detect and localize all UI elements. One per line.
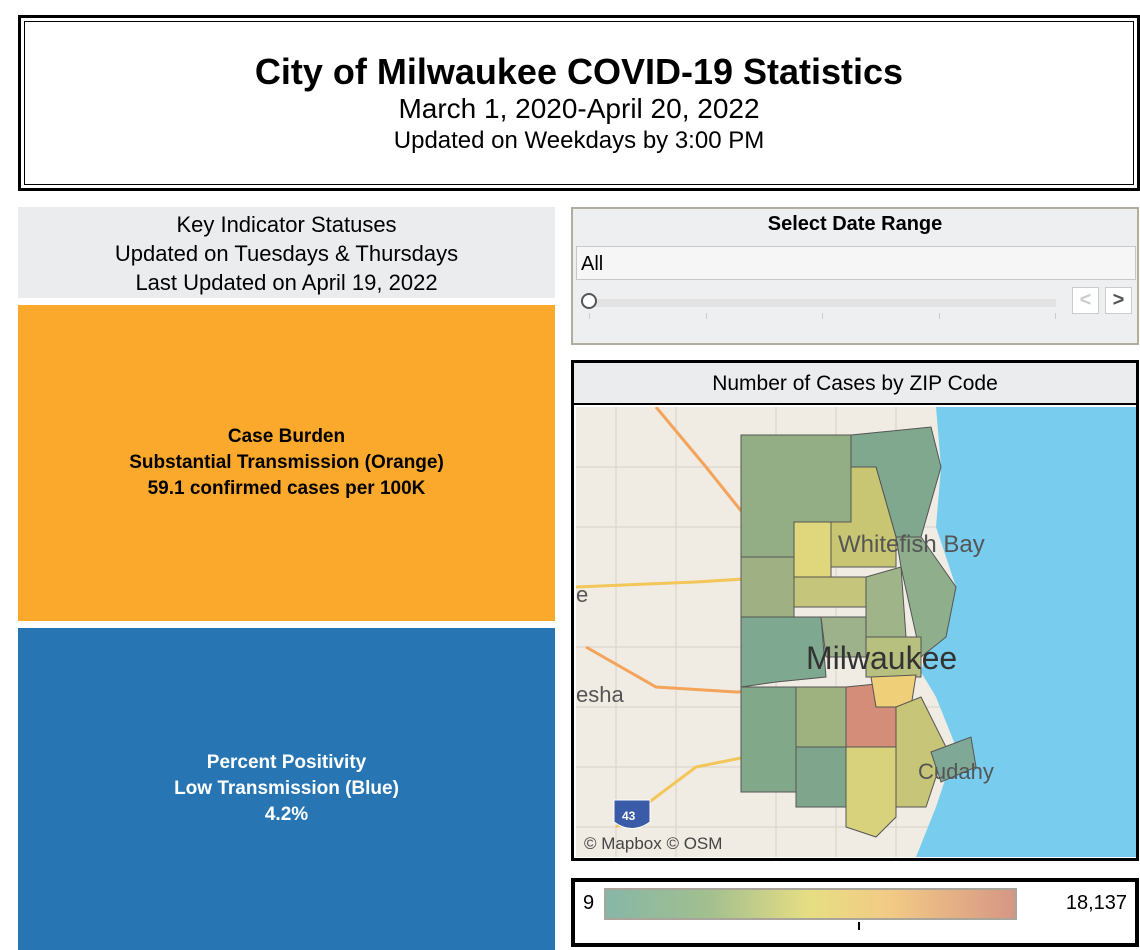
highway (654, 407, 748, 518)
map-label-waukesha: esha (576, 682, 624, 707)
page-title: City of Milwaukee COVID-19 Statistics (254, 51, 904, 92)
legend-min: 9 (583, 892, 595, 914)
map-label-cudahy: Cudahy (918, 759, 994, 784)
zip-area[interactable] (740, 556, 795, 618)
zip-code-map-panel: Number of Cases by ZIP Code Whitefish Ba… (571, 360, 1139, 861)
dashboard-header: City of Milwaukee COVID-19 Statistics Ma… (18, 15, 1140, 191)
zip-area[interactable] (740, 616, 827, 688)
zip-area[interactable] (930, 736, 977, 783)
key-indicator-title: Key Indicator Statuses (176, 212, 397, 237)
zip-area[interactable] (865, 566, 907, 638)
map-label-partial: e (576, 582, 588, 607)
zip-area[interactable] (795, 746, 847, 808)
percent-positivity-value: 4.2% (264, 804, 309, 825)
date-slider-thumb[interactable] (581, 293, 597, 309)
slider-tick (822, 313, 823, 319)
map-label-milwaukee: Milwaukee (806, 640, 957, 676)
zip-polygons (740, 426, 977, 838)
zip-area[interactable] (795, 686, 847, 748)
slider-tick (939, 313, 940, 319)
key-indicator-last-updated: Last Updated on April 19, 2022 (135, 270, 438, 295)
interstate-shield-icon (613, 799, 651, 829)
date-range-select[interactable]: All (576, 246, 1136, 280)
map-attribution[interactable]: © Mapbox © OSM (584, 834, 722, 853)
date-slider-track[interactable] (583, 299, 1056, 307)
update-schedule: Updated on Weekdays by 3:00 PM (393, 127, 765, 154)
percent-positivity-title: Percent Positivity (206, 752, 367, 773)
zip-area[interactable] (845, 746, 897, 838)
legend-gradient (604, 888, 1017, 930)
key-indicator-schedule: Updated on Tuesdays & Thursdays (114, 241, 459, 266)
slider-tick (589, 313, 590, 319)
slider-tick (706, 313, 707, 319)
slider-tick (1055, 313, 1056, 319)
map-label-whitefish-bay: Whitefish Bay (838, 531, 985, 558)
percent-positivity-tile: Percent Positivity Low Transmission (Blu… (18, 628, 555, 950)
chevron-right-icon[interactable]: > (1105, 287, 1132, 314)
lake-michigan (916, 407, 1136, 857)
zip-area[interactable] (740, 686, 797, 793)
interstate-number: 43 (622, 809, 636, 823)
date-range-title: Select Date Range (767, 213, 943, 235)
legend-midpoint-marker (858, 922, 860, 930)
key-indicator-header: Key Indicator Statuses Updated on Tuesda… (18, 207, 555, 298)
zip-area[interactable] (793, 521, 832, 578)
map-svg: Whitefish Bay Milwaukee Cudahy e esha 43… (576, 407, 1136, 857)
zip-area[interactable] (830, 466, 897, 568)
date-span: March 1, 2020-April 20, 2022 (398, 93, 760, 124)
case-burden-tile: Case Burden Substantial Transmission (Or… (18, 305, 555, 621)
case-burden-status: Substantial Transmission (Orange) (129, 452, 444, 473)
zip-area[interactable] (865, 636, 922, 678)
color-legend: 9 18,137 (571, 878, 1139, 947)
case-burden-title: Case Burden (227, 426, 346, 447)
legend-max: 18,137 (1065, 892, 1127, 914)
zip-code-map[interactable]: Whitefish Bay Milwaukee Cudahy e esha 43… (576, 407, 1136, 857)
date-range-filter: Select Date Range All < > (571, 207, 1139, 345)
zip-area[interactable] (793, 576, 867, 608)
case-burden-value: 59.1 confirmed cases per 100K (147, 478, 426, 499)
percent-positivity-status: Low Transmission (Blue) (174, 778, 399, 799)
map-title: Number of Cases by ZIP Code (574, 363, 1136, 405)
chevron-left-icon[interactable]: < (1072, 287, 1099, 314)
